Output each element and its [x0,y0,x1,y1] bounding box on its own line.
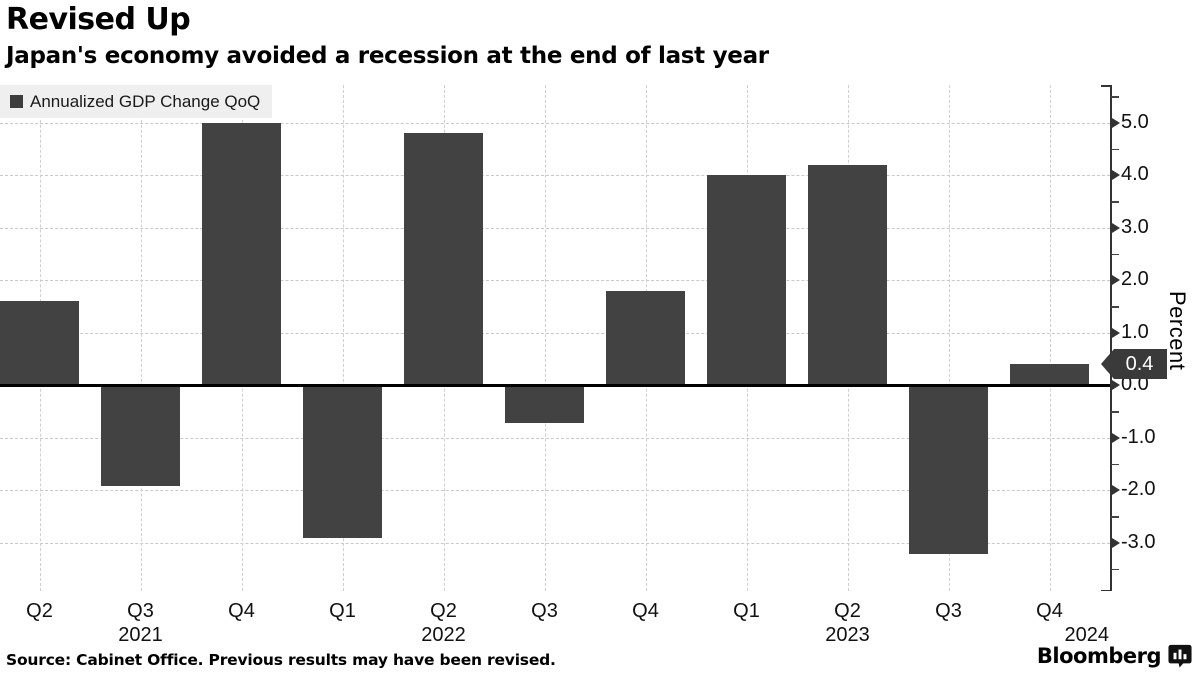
h-gridline [0,227,1110,229]
y-major-tick-arrow-icon [1112,432,1120,443]
y-minor-tick [1111,96,1119,98]
y-tick-label: 1.0 [1121,320,1149,343]
y-tick-label: -1.0 [1121,425,1156,448]
y-major-tick-arrow-icon [1112,275,1120,285]
x-tick-label: Q2 [834,600,861,622]
h-gridline [0,542,1110,544]
y-axis-bottom-cap [1101,589,1111,591]
y-minor-tick [1111,516,1119,518]
source-note: Source: Cabinet Office. Previous results… [6,651,556,669]
legend: Annualized GDP Change QoQ [0,85,272,118]
gdp-bar-q1-7 [707,175,786,385]
h-gridline [0,490,1110,491]
legend-label: Annualized GDP Change QoQ [30,91,261,111]
y-major-tick-arrow-icon [1112,222,1120,233]
chart-subtitle: Japan's economy avoided a recession at t… [6,43,769,69]
gdp-bar-q3-5 [505,386,584,423]
y-minor-tick [1111,463,1119,466]
y-axis-line [1110,85,1112,591]
x-tick-label: Q3 [127,600,154,622]
y-major-tick-arrow-icon [1112,117,1120,128]
h-gridline [0,122,1110,124]
y-minor-tick [1111,253,1119,256]
y-axis-top-cap [1101,85,1111,87]
gdp-bar-q4-6 [606,290,685,385]
x-axis-labels: Q2 Q3 Q4 Q1 Q2 Q3 Q4 Q1 Q2 Q3 Q4 2021 2022 2023 2024 [0,591,1200,651]
x-tick-label: Q4 [228,600,255,622]
y-minor-tick [1111,568,1119,571]
x-tick-label: Q2 [26,600,53,622]
h-gridline [0,437,1110,439]
brand: Bloomberg [1037,644,1192,668]
x-tick-label: Q4 [1036,600,1063,622]
gdp-bar-q2-8 [808,164,887,385]
gdp-bar-q3-9 [909,386,988,554]
y-tick-label: -3.0 [1121,530,1156,553]
gdp-bar-q1-3 [303,386,382,539]
v-gridline [1049,85,1051,591]
gdp-bar-q4-10 [1010,364,1089,385]
brand-wordmark: Bloomberg [1036,644,1162,668]
gdp-bar-q2-0 [0,301,79,385]
y-major-tick-arrow-icon [1112,170,1120,180]
v-gridline [544,85,546,591]
y-tick-label: 5.0 [1121,110,1149,133]
x-year-label: 2023 [825,624,870,646]
y-tick-label: 4.0 [1121,163,1149,186]
legend-swatch-icon [10,95,23,108]
y-major-tick-arrow-icon [1112,485,1120,495]
y-tick-label: -2.0 [1121,478,1156,501]
chart-title: Revised Up [6,2,191,37]
x-year-label: 2021 [118,624,163,646]
plot-area: Annualized GDP Change QoQ [0,85,1110,591]
x-year-label: 2024 [1064,624,1110,646]
v-gridline [140,85,142,591]
v-gridline [948,85,950,591]
x-tick-label: Q1 [329,600,356,622]
latest-value-tag: 0.4 [1101,349,1167,379]
y-major-tick-arrow-icon [1112,327,1120,338]
y-major-tick-arrow-icon [1112,537,1120,548]
gdp-bar-q2-4 [404,133,483,385]
y-minor-tick [1111,306,1119,308]
y-axis-title: Percent [1165,291,1190,371]
x-year-label: 2022 [421,624,466,646]
x-tick-label: Q2 [430,600,457,622]
h-gridline [0,280,1110,281]
x-tick-label: Q3 [935,600,962,622]
zero-baseline [0,384,1110,387]
h-gridline [0,332,1110,334]
y-minor-tick [1111,201,1119,203]
x-tick-label: Q3 [531,600,558,622]
x-tick-label: Q1 [733,600,760,622]
x-tick-label: Q4 [632,600,659,622]
y-tick-label: 2.0 [1121,268,1149,291]
y-axis: 5.0 4.0 3.0 2.0 1.0 0.0 -1.0 -2.0 -3.0 0.4 Perce… [1101,85,1200,591]
gdp-bar-q4-2 [202,122,281,385]
gdp-bar-q3-1 [101,386,180,486]
y-minor-tick [1111,148,1119,151]
y-tick-label: 3.0 [1121,215,1149,238]
bloomberg-chart-bubble-icon [1168,644,1192,668]
h-gridline [0,175,1110,176]
y-major-tick-arrow-icon [1112,380,1120,390]
y-minor-tick [1111,411,1119,413]
v-gridline [342,85,344,591]
